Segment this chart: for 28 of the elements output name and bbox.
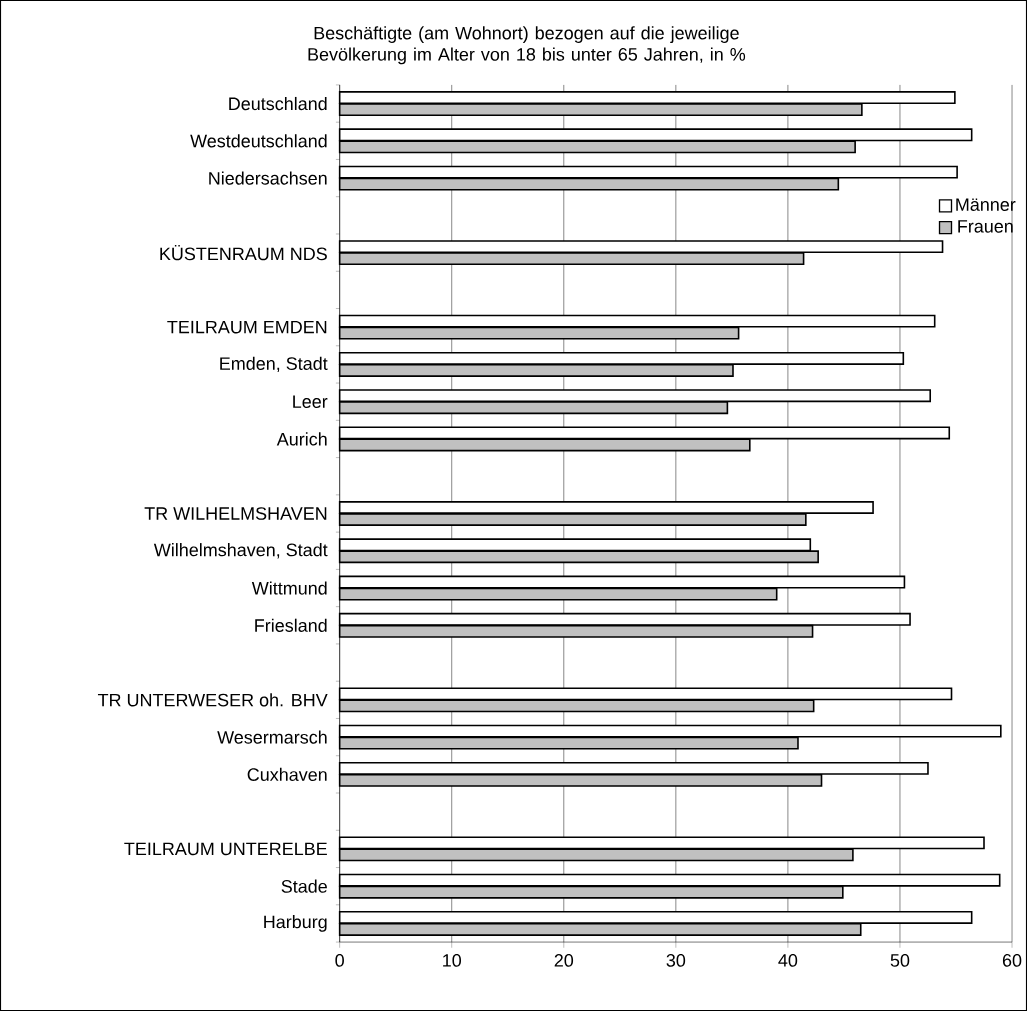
chart-title: Beschäftigte (am Wohnort) bezogen auf die jeweilige Bevölkerung im Alter von 18 bis unter 65 Jahren, in % [308, 26, 746, 65]
y-tick-label: TEILRAUM UNTERELBE [124, 842, 327, 856]
y-tick-label: Cuxhaven [247, 767, 327, 781]
y-tick-label: Harburg [264, 915, 327, 932]
x-tick-label: 50 [890, 954, 910, 967]
x-tick-label: 30 [666, 954, 686, 967]
x-tick-label: 20 [554, 954, 574, 967]
y-tick-label: Niedersachsen [209, 171, 327, 185]
y-tick-label: Friesland [255, 618, 327, 632]
y-tick-label: Leer [293, 395, 328, 408]
legend-label: Männer [956, 198, 1016, 211]
y-tick-label: TR WILHELMSHAVEN [144, 507, 327, 520]
y-tick-label: Wesermarsch [217, 730, 327, 744]
y-tick-label: Deutschland [229, 96, 327, 111]
x-tick-label: 60 [1002, 954, 1022, 967]
y-tick-label: Aurich [276, 432, 327, 446]
y-tick-label: Wilhelmshaven, Stadt [153, 543, 328, 559]
y-tick-label: Westdeutschland [190, 134, 327, 148]
y-tick-label: Stade [281, 879, 327, 893]
y-tick-label: TEILRAUM EMDEN [167, 320, 327, 334]
x-tick-label: 10 [443, 954, 462, 967]
y-tick-label: Wittmund [251, 581, 327, 595]
y-tick-label: KÜSTENRAUM NDS [160, 244, 327, 261]
x-tick-label: 40 [778, 954, 798, 967]
y-tick-label: Emden, Stadt [220, 356, 328, 373]
y-tick-label: TR UNTERWESER oh. BHV [97, 693, 328, 707]
legend-label: Frauen [958, 220, 1013, 233]
x-tick-label: 0 [335, 954, 344, 967]
